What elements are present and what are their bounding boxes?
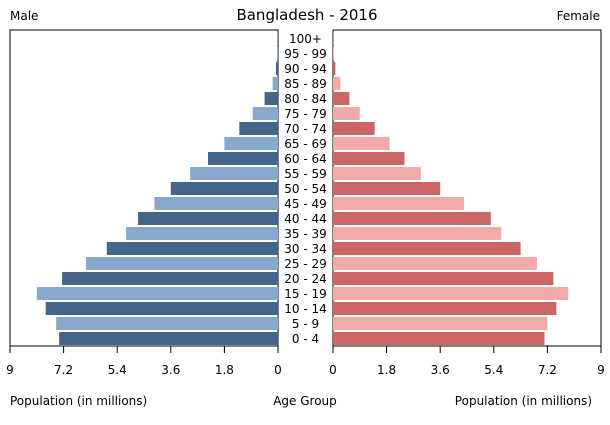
female-tick-label: 0 xyxy=(329,363,337,377)
female-bar-15-19 xyxy=(333,287,569,300)
female-bar-95-99 xyxy=(333,47,334,60)
male-bars xyxy=(36,32,279,345)
female-label: Female xyxy=(557,9,600,23)
male-tick-label: 9 xyxy=(6,363,14,377)
male-tick-label: 1.8 xyxy=(215,363,234,377)
age-group-label: 0 - 4 xyxy=(292,332,319,346)
male-tick-label: 0 xyxy=(274,363,282,377)
female-bar-30-34 xyxy=(333,242,521,255)
female-axis-title: Population (in millions) xyxy=(455,394,592,408)
age-group-label: 95 - 99 xyxy=(284,47,327,61)
female-bar-50-54 xyxy=(333,182,441,195)
male-x-axis: 0 1.8 3.6 5.4 7.2 9 xyxy=(6,346,282,377)
male-bar-5-9 xyxy=(56,317,278,330)
male-bar-40-44 xyxy=(138,212,278,225)
male-bar-95-99 xyxy=(277,47,278,60)
age-group-label: 10 - 14 xyxy=(284,302,327,316)
female-bar-40-44 xyxy=(333,212,491,225)
male-tick-label: 5.4 xyxy=(108,363,127,377)
age-group-label: 45 - 49 xyxy=(284,197,327,211)
male-bar-45-49 xyxy=(154,197,278,210)
female-bar-75-79 xyxy=(333,107,360,120)
age-group-label: 70 - 74 xyxy=(284,122,327,136)
age-group-label: 5 - 9 xyxy=(292,317,319,331)
male-label: Male xyxy=(10,9,38,23)
male-bar-70-74 xyxy=(239,122,278,135)
age-group-label: 85 - 89 xyxy=(284,77,327,91)
age-group-label: 60 - 64 xyxy=(284,152,327,166)
female-bar-10-14 xyxy=(333,302,557,315)
female-tick-label: 5.4 xyxy=(484,363,503,377)
female-bar-65-69 xyxy=(333,137,390,150)
female-x-axis: 0 1.8 3.6 5.4 7.2 9 xyxy=(329,346,605,377)
age-group-label: 100+ xyxy=(289,32,322,46)
female-bar-0-4 xyxy=(333,332,545,345)
male-bar-0-4 xyxy=(59,332,278,345)
male-bar-50-54 xyxy=(170,182,278,195)
male-bar-30-34 xyxy=(106,242,278,255)
age-group-label: 30 - 34 xyxy=(284,242,327,256)
age-group-label: 20 - 24 xyxy=(284,272,327,286)
age-group-label: 40 - 44 xyxy=(284,212,327,226)
female-bar-35-39 xyxy=(333,227,502,240)
female-tick-label: 9 xyxy=(597,363,605,377)
male-bar-90-94 xyxy=(275,62,278,75)
female-bar-60-64 xyxy=(333,152,405,165)
age-group-axis-title: Age Group xyxy=(273,394,337,408)
female-bar-70-74 xyxy=(333,122,375,135)
male-bar-35-39 xyxy=(126,227,278,240)
age-group-label: 90 - 94 xyxy=(284,62,327,76)
male-tick-label: 7.2 xyxy=(54,363,73,377)
male-bar-15-19 xyxy=(36,287,278,300)
male-bar-85-89 xyxy=(272,77,278,90)
male-bar-75-79 xyxy=(252,107,278,120)
male-bar-65-69 xyxy=(224,137,278,150)
age-group-label: 15 - 19 xyxy=(284,287,327,301)
age-group-label: 80 - 84 xyxy=(284,92,327,106)
female-tick-label: 1.8 xyxy=(377,363,396,377)
chart-title: Bangladesh - 2016 xyxy=(236,6,377,24)
female-bars xyxy=(333,32,569,345)
age-group-label: 35 - 39 xyxy=(284,227,327,241)
female-bar-55-59 xyxy=(333,167,421,180)
male-axis-title: Population (in millions) xyxy=(10,394,147,408)
age-group-label: 65 - 69 xyxy=(284,137,327,151)
male-bar-20-24 xyxy=(62,272,278,285)
female-bar-90-94 xyxy=(333,62,336,75)
female-tick-label: 7.2 xyxy=(538,363,557,377)
age-group-label: 50 - 54 xyxy=(284,182,327,196)
male-bar-10-14 xyxy=(45,302,279,315)
female-tick-label: 3.6 xyxy=(431,363,450,377)
male-bar-80-84 xyxy=(264,92,278,105)
male-bar-60-64 xyxy=(208,152,278,165)
age-group-label: 25 - 29 xyxy=(284,257,327,271)
age-group-label: 75 - 79 xyxy=(284,107,327,121)
female-bar-45-49 xyxy=(333,197,465,210)
age-group-label: 55 - 59 xyxy=(284,167,327,181)
male-bar-55-59 xyxy=(190,167,278,180)
female-bar-85-89 xyxy=(333,77,341,90)
male-bar-25-29 xyxy=(85,257,279,270)
male-tick-label: 3.6 xyxy=(161,363,180,377)
female-bar-5-9 xyxy=(333,317,548,330)
female-bar-25-29 xyxy=(333,257,537,270)
female-bar-20-24 xyxy=(333,272,554,285)
female-bar-80-84 xyxy=(333,92,350,105)
